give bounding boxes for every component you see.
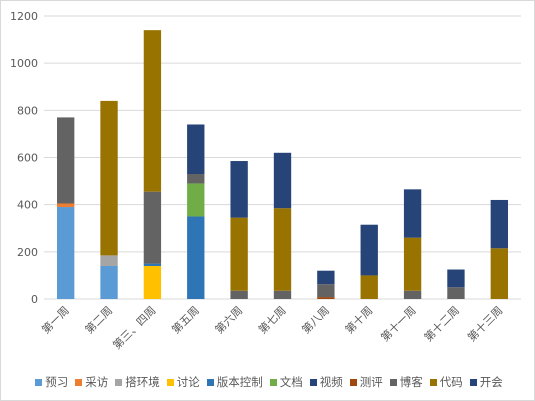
- bar-segment: [360, 224, 378, 276]
- bar-segment: [360, 275, 378, 299]
- y-tick-label: 800: [17, 104, 38, 117]
- bar-segment: [403, 237, 422, 291]
- bar-segment: [57, 117, 75, 204]
- bar-segment: [143, 263, 162, 266]
- bar-segment: [490, 248, 508, 299]
- bar-segment: [317, 270, 335, 285]
- legend-label: 文档: [279, 375, 303, 389]
- legend-swatch: [389, 378, 397, 386]
- legend-item: 搭环境: [115, 374, 160, 390]
- bar-segment: [57, 207, 75, 299]
- bar-segment: [403, 189, 422, 238]
- x-tick-label: 第七周: [255, 303, 288, 336]
- legend-label: 搭环境: [125, 375, 160, 389]
- bar-segment: [187, 174, 205, 184]
- x-tick-label: 第五周: [169, 303, 202, 336]
- legend-item: 代码: [429, 374, 463, 390]
- bar-segment: [317, 284, 335, 298]
- legend-swatch: [115, 378, 123, 386]
- bar-segment: [57, 203, 75, 208]
- legend-swatch: [206, 378, 214, 386]
- legend-label: 代码: [439, 375, 463, 389]
- bar-segment: [143, 191, 162, 264]
- y-tick-label: 200: [17, 246, 38, 259]
- bar-segment: [100, 100, 118, 256]
- x-tick-label: 第二周: [82, 303, 115, 336]
- legend-item: 采访: [75, 374, 108, 390]
- bar-segment: [447, 287, 465, 299]
- x-tick-label: 第十一周: [378, 303, 419, 344]
- bar-segment: [230, 290, 248, 299]
- bar-segment: [230, 217, 248, 291]
- y-tick-label: 1000: [10, 57, 38, 70]
- bar-segment: [143, 265, 162, 299]
- bar-segment: [187, 216, 205, 299]
- bar-segment: [187, 183, 205, 217]
- x-tick-label: 第八周: [299, 303, 332, 336]
- legend-item: 开会: [469, 374, 503, 390]
- y-tick-label: 400: [17, 199, 38, 212]
- legend-item: 文档: [269, 374, 303, 390]
- y-tick-label: 600: [17, 152, 38, 165]
- legend-item: 博客: [389, 374, 423, 390]
- bar-segment: [403, 290, 422, 299]
- bar-segment: [273, 208, 292, 291]
- x-tick-label: 第十周: [342, 303, 375, 336]
- y-tick-label: 0: [31, 293, 38, 306]
- legend-swatch: [269, 378, 277, 386]
- bar-segment: [187, 124, 205, 175]
- bar-segment: [447, 269, 465, 288]
- bar-segment: [100, 255, 118, 266]
- legend-label: 博客: [399, 375, 423, 389]
- legend-swatch: [75, 378, 83, 386]
- bar-segment: [317, 297, 335, 299]
- legend-swatch: [349, 378, 357, 386]
- x-tick-label: 第三、四周: [110, 303, 159, 352]
- legend-swatch: [469, 378, 477, 386]
- x-tick-label: 第六周: [212, 303, 245, 336]
- bar-segment: [490, 199, 508, 249]
- legend-swatch: [429, 378, 437, 386]
- legend-swatch: [35, 378, 43, 386]
- legend-item: 测评: [349, 374, 383, 390]
- legend-label: 版本控制: [216, 375, 263, 389]
- bar-segment: [100, 265, 118, 299]
- legend-label: 预习: [45, 375, 69, 389]
- legend-item: 讨论: [166, 374, 200, 390]
- legend-item: 版本控制: [206, 374, 263, 390]
- legend-item: 视频: [309, 374, 343, 390]
- bar-segment: [273, 152, 292, 209]
- bar-segment: [273, 290, 292, 299]
- x-tick-label: 第一周: [39, 303, 72, 336]
- legend-label: 测评: [359, 375, 383, 389]
- legend-label: 讨论: [176, 375, 200, 389]
- chart-legend: 预习 采访 搭环境 讨论 版本控制 文档 视频 测评 博客 代码 开会: [19, 373, 519, 391]
- bar-segment: [230, 161, 248, 218]
- legend-item: 预习: [35, 374, 68, 390]
- bar-segment: [143, 30, 162, 192]
- legend-label: 采访: [85, 375, 109, 389]
- x-tick-label: 第十三周: [464, 303, 505, 344]
- legend-swatch: [309, 378, 317, 386]
- x-tick-label: 第十二周: [421, 303, 462, 344]
- legend-label: 开会: [479, 375, 503, 389]
- legend-label: 视频: [319, 375, 343, 389]
- legend-swatch: [166, 378, 174, 386]
- y-tick-label: 1200: [10, 10, 38, 23]
